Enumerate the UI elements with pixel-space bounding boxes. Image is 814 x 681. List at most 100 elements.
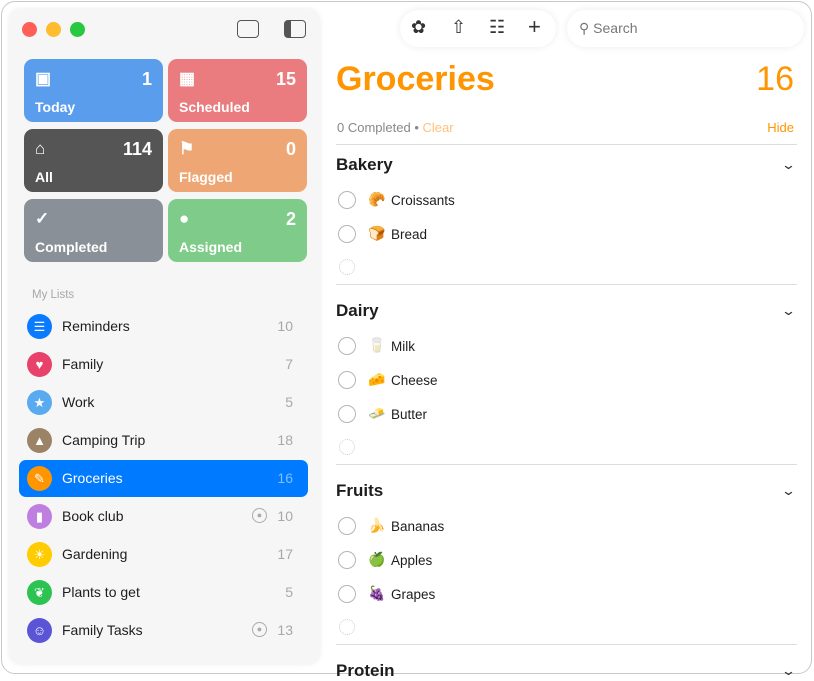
sidebar-item-family[interactable]: ♥ Family 7 — [19, 346, 308, 383]
empty-checkbox — [339, 259, 355, 275]
item-emoji: 🧈 — [368, 405, 386, 421]
item-emoji: 🍏 — [368, 551, 386, 567]
item-title[interactable]: Bananas — [391, 519, 445, 534]
complete-checkbox[interactable] — [338, 585, 356, 603]
add-reminder-icon[interactable]: + — [528, 14, 541, 39]
list-name: Family Tasks — [62, 622, 143, 638]
list-name: Groceries — [62, 470, 123, 486]
complete-checkbox[interactable] — [338, 371, 356, 389]
chevron-down-icon[interactable]: ⌄ — [780, 663, 797, 678]
divider — [336, 284, 797, 285]
sidebar-item-groceries[interactable]: ✎ Groceries 16 — [19, 460, 308, 497]
section-header[interactable]: Fruits — [336, 481, 384, 500]
list-icon: ☰ — [27, 314, 52, 339]
tent-icon: ▲ — [27, 428, 52, 453]
star-icon: ★ — [27, 390, 52, 415]
section-header[interactable]: Protein — [336, 661, 395, 680]
smart-list-count: 15 — [275, 69, 296, 89]
list-name: Plants to get — [62, 584, 140, 600]
tray-icon: ⌂ — [35, 139, 46, 158]
item-emoji: 🥛 — [368, 337, 386, 353]
chevron-down-icon[interactable]: ⌄ — [780, 303, 797, 318]
sidebar-item-camping-trip[interactable]: ▲ Camping Trip 18 — [19, 422, 308, 459]
sidebar-toggle-icon[interactable] — [284, 20, 306, 38]
list-count: 16 — [277, 470, 293, 486]
item-title[interactable]: Croissants — [391, 193, 455, 208]
smart-list-label: All — [35, 169, 53, 185]
sidebar-item-gardening[interactable]: ☀ Gardening 17 — [19, 536, 308, 573]
list-count: 5 — [285, 584, 293, 600]
item-title[interactable]: Bread — [391, 227, 428, 242]
heart-icon: ♥ — [27, 352, 52, 377]
list-count: 13 — [277, 622, 293, 638]
toolbar: ✿ ⇧ ☷ + — [400, 10, 556, 47]
list-name: Family — [62, 356, 104, 372]
ai-icon[interactable]: ✿ — [411, 17, 427, 37]
divider — [336, 144, 797, 145]
search-input[interactable]: ⚲ Search — [567, 10, 804, 47]
close-button[interactable] — [22, 22, 37, 37]
smart-list-scheduled[interactable]: ▦ 15 Scheduled — [168, 59, 307, 122]
clear-button[interactable]: Clear — [422, 120, 454, 135]
smart-list-all[interactable]: ⌂ 114 All — [24, 129, 163, 192]
complete-checkbox[interactable] — [338, 517, 356, 535]
sidebar-item-family-tasks[interactable]: ☺ Family Tasks ● 13 — [19, 612, 308, 649]
sidebar-item-book-club[interactable]: ▮ Book club ● 10 — [19, 498, 308, 535]
complete-checkbox[interactable] — [338, 405, 356, 423]
total-count: 16 — [756, 60, 794, 98]
list-count: 7 — [285, 356, 293, 372]
complete-checkbox[interactable] — [338, 337, 356, 355]
leaf-icon: ❦ — [27, 580, 52, 605]
share-icon[interactable]: ⇧ — [451, 17, 467, 37]
complete-checkbox[interactable] — [338, 551, 356, 569]
checkmark-icon: ✓ — [35, 209, 50, 228]
divider — [336, 464, 797, 465]
smart-list-count: 0 — [285, 139, 296, 159]
smart-list-flagged[interactable]: ⚑ 0 Flagged — [168, 129, 307, 192]
minimize-button[interactable] — [46, 22, 61, 37]
complete-checkbox[interactable] — [338, 225, 356, 243]
search-icon: ⚲ — [579, 20, 594, 36]
bookmark-icon: ▮ — [27, 504, 52, 529]
item-title[interactable]: Cheese — [391, 373, 438, 388]
section-header[interactable]: Dairy — [336, 301, 379, 320]
sidebar-item-reminders[interactable]: ☰ Reminders 10 — [19, 308, 308, 345]
item-emoji: 🧀 — [368, 371, 386, 387]
item-title[interactable]: Apples — [391, 553, 433, 568]
search-placeholder: Search — [593, 20, 638, 36]
zoom-button[interactable] — [70, 22, 85, 37]
smart-list-count: 114 — [122, 139, 152, 159]
smart-list-completed[interactable]: ✓ Completed — [24, 199, 163, 262]
completed-count: 0 Completed — [337, 120, 411, 135]
flag-icon: ⚑ — [179, 139, 195, 158]
hide-button[interactable]: Hide — [767, 120, 794, 135]
shared-icon: ● — [252, 622, 267, 637]
empty-checkbox — [339, 619, 355, 635]
smart-list-assigned[interactable]: ● 2 Assigned — [168, 199, 307, 262]
calendar-today-icon: ▣ — [35, 69, 52, 88]
list-count: 10 — [277, 508, 293, 524]
empty-checkbox — [339, 439, 355, 455]
sidebar: ▣ 1 Today ▦ 15 Scheduled ⌂ 114 All ⚑ 0 Flagged ✓ Comp… — [9, 9, 320, 664]
add-section-icon[interactable]: ☷ — [489, 17, 506, 37]
new-list-icon[interactable] — [237, 20, 259, 38]
complete-checkbox[interactable] — [338, 191, 356, 209]
sidebar-item-plants-to-get[interactable]: ❦ Plants to get 5 — [19, 574, 308, 611]
list-count: 10 — [277, 318, 293, 334]
smart-list-label: Flagged — [179, 169, 233, 185]
list-name: Work — [62, 394, 95, 410]
list-count: 18 — [277, 432, 293, 448]
shared-icon: ● — [252, 508, 267, 523]
item-emoji: 🥐 — [368, 191, 386, 207]
chevron-down-icon[interactable]: ⌄ — [780, 483, 797, 498]
list-name: Reminders — [62, 318, 130, 334]
item-title[interactable]: Butter — [391, 407, 428, 422]
list-name: Camping Trip — [62, 432, 146, 448]
sidebar-item-work[interactable]: ★ Work 5 — [19, 384, 308, 421]
chevron-down-icon[interactable]: ⌄ — [780, 157, 797, 172]
item-title[interactable]: Milk — [391, 339, 415, 354]
item-title[interactable]: Grapes — [391, 587, 436, 602]
smart-list-today[interactable]: ▣ 1 Today — [24, 59, 163, 122]
section-header[interactable]: Bakery — [336, 155, 393, 174]
page-title: Groceries — [336, 60, 495, 98]
